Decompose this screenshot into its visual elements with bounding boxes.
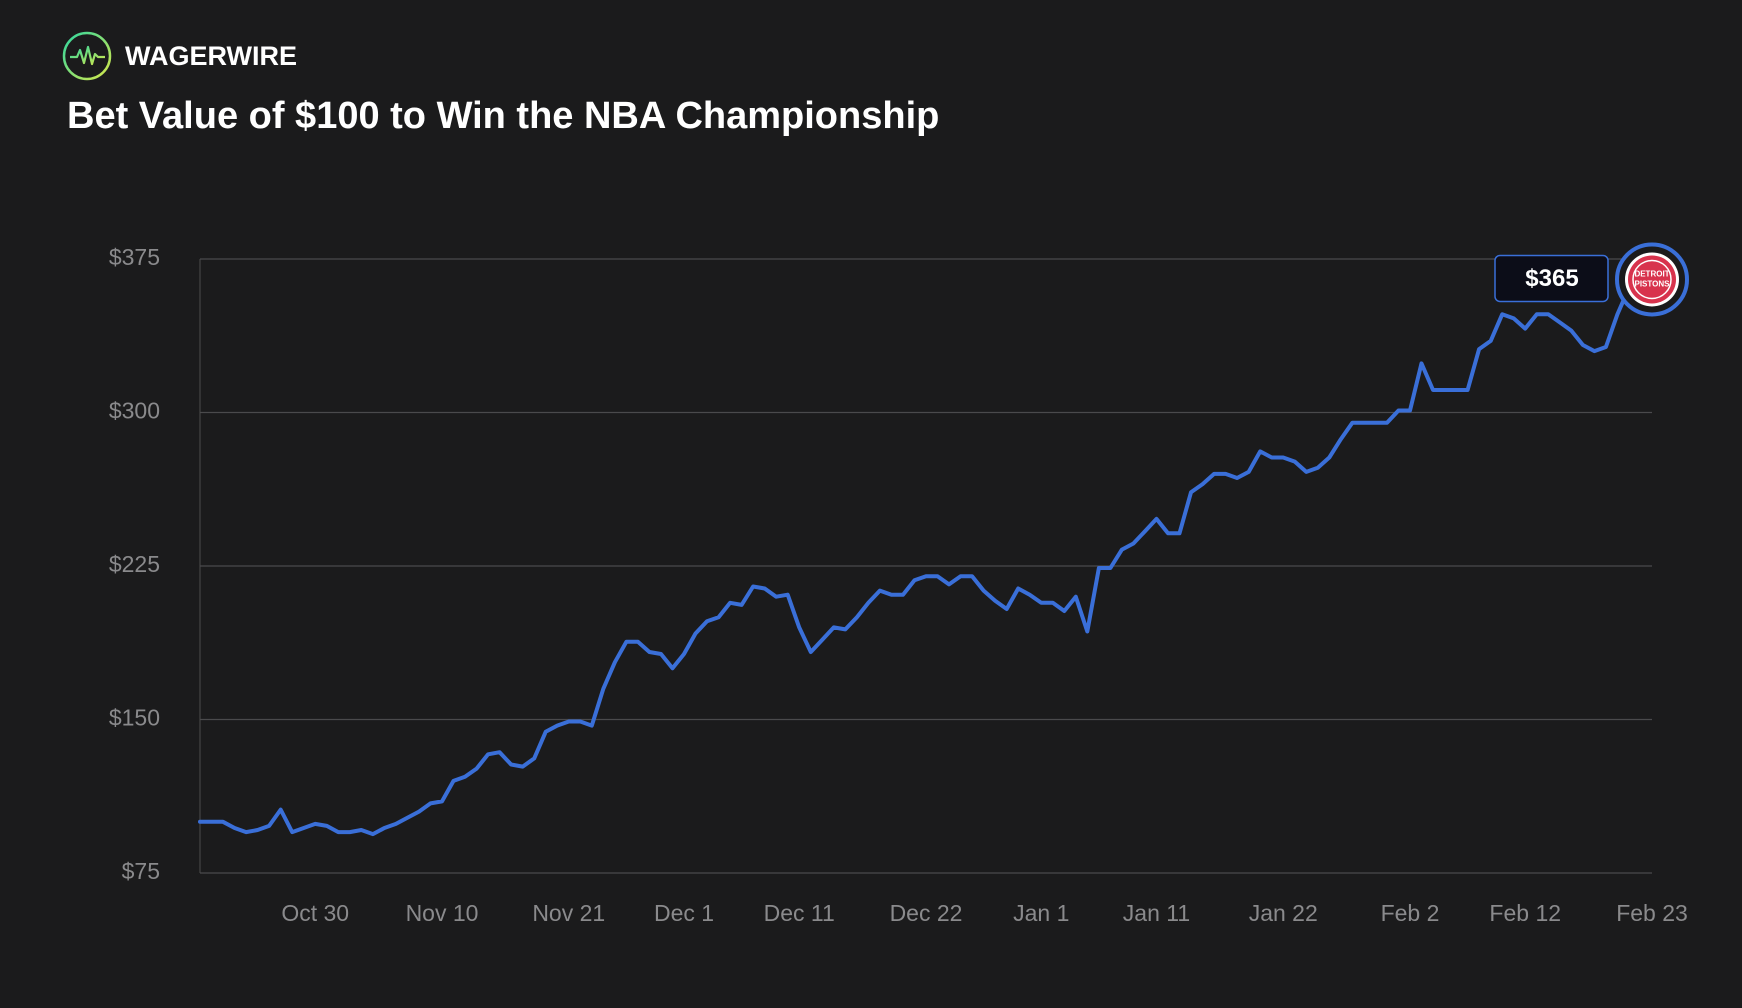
x-tick-label: Feb 12 [1489, 900, 1561, 926]
x-tick-label: Feb 2 [1381, 900, 1440, 926]
x-tick-label: Jan 11 [1123, 900, 1190, 926]
x-tick-label: Jan 1 [1013, 900, 1069, 926]
badge-text: PISTONS [1635, 280, 1671, 289]
y-tick-label: $75 [122, 858, 160, 884]
x-tick-label: Dec 11 [764, 900, 835, 926]
series-line [198, 277, 1654, 837]
x-tick-label: Nov 21 [532, 900, 605, 926]
logo-ring [62, 31, 112, 81]
x-tick-label: Dec 22 [890, 900, 963, 926]
badge-text: DETROIT [1634, 270, 1669, 279]
y-tick-label: $225 [109, 551, 160, 577]
chart-title: Bet Value of $100 to Win the NBA Champio… [67, 95, 939, 137]
x-tick-label: Dec 1 [654, 900, 714, 926]
x-tick-label: Feb 23 [1616, 900, 1688, 926]
y-tick-label: $300 [109, 398, 160, 424]
x-tick-label: Jan 22 [1249, 900, 1318, 926]
x-tick-label: Oct 30 [281, 900, 349, 926]
y-tick-label: $375 [109, 244, 160, 270]
badge-inner [1632, 259, 1672, 300]
value-label: $365 [1525, 265, 1578, 292]
value-label-box [1494, 254, 1609, 303]
badge-core [1628, 255, 1676, 304]
x-tick-label: Nov 10 [406, 900, 479, 926]
logo-pulse [70, 45, 105, 66]
y-tick-label: $150 [109, 705, 160, 731]
brand: WAGERWIRE [125, 41, 297, 71]
